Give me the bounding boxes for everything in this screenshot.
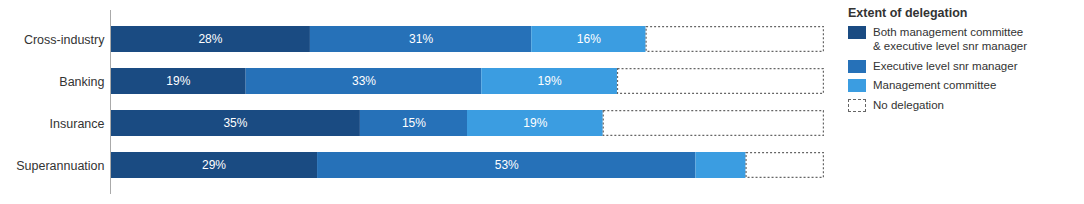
html-text:Both management committee & ex: Both management committee & executive le… bbox=[873, 26, 1028, 52]
svg-text:19%: 19% bbox=[523, 116, 547, 130]
svg-text:53%: 53% bbox=[495, 158, 519, 172]
svg-text:31%: 31% bbox=[409, 32, 433, 46]
svg-text:Cross-industry: Cross-industry bbox=[24, 33, 105, 47]
svg-text:33%: 33% bbox=[352, 74, 376, 88]
svg-text:19%: 19% bbox=[538, 74, 562, 88]
svg-text:15%: 15% bbox=[402, 116, 426, 130]
svg-text:19%: 19% bbox=[166, 74, 190, 88]
svg-text:28%: 28% bbox=[198, 32, 222, 46]
svg-text:29%: 29% bbox=[202, 158, 226, 172]
svg-text:16%: 16% bbox=[577, 32, 601, 46]
html-text:Management committee: Management committee bbox=[873, 79, 997, 92]
html-text:Extent of delegation: Extent of delegation bbox=[848, 6, 968, 20]
svg-text:Insurance: Insurance bbox=[50, 117, 105, 131]
svg-text:Banking: Banking bbox=[59, 75, 104, 89]
html-text:Executive level snr manager: Executive level snr manager bbox=[873, 59, 1018, 72]
svg-text:Superannuation: Superannuation bbox=[16, 159, 104, 173]
svg-text:35%: 35% bbox=[223, 116, 247, 130]
html-text:No delegation: No delegation bbox=[873, 99, 944, 112]
